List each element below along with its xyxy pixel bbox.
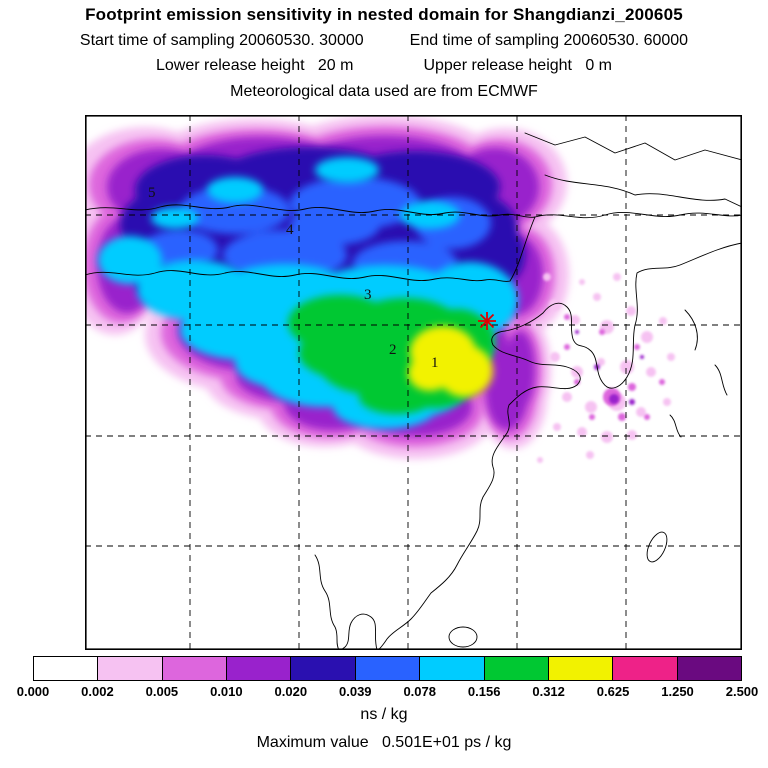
lower-release-height-label: Lower release height 20 m xyxy=(156,57,354,74)
colorbar-tick: 0.005 xyxy=(145,684,179,699)
colorbar-tick: 0.002 xyxy=(81,684,114,699)
colorbar xyxy=(33,656,742,681)
map-frame xyxy=(85,115,743,651)
colorbar-tick: 1.250 xyxy=(661,684,694,699)
cluster-label-5: 5 xyxy=(148,185,156,201)
figure-header: Footprint emission sensitivity in nested… xyxy=(0,5,768,101)
colorbar-segment-9 xyxy=(612,657,677,680)
colorbar-segment-7 xyxy=(483,657,548,680)
colorbar-segment-10 xyxy=(676,657,741,680)
colorbar-tick: 0.156 xyxy=(467,684,501,699)
cluster-label-2: 2 xyxy=(389,342,397,358)
cluster-labels: 1 2 3 4 5 xyxy=(148,185,439,371)
gridlines xyxy=(85,115,742,650)
max-value-label: Maximum value 0.501E+01 ps / kg xyxy=(256,734,512,751)
start-time-label: Start time of sampling 20060530. 30000 xyxy=(79,32,364,49)
cluster-label-1: 1 xyxy=(431,355,439,371)
colorbar-tick: 0.000 xyxy=(16,684,50,699)
colorbar-segment-2 xyxy=(161,657,227,680)
colorbar-segment-4 xyxy=(290,657,355,680)
figure-title: Footprint emission sensitivity in nested… xyxy=(85,5,683,24)
cluster-label-4: 4 xyxy=(286,222,294,238)
station-star-icon xyxy=(478,312,496,330)
colorbar-tick: 0.010 xyxy=(210,684,243,699)
end-time-label: End time of sampling 20060530. 60000 xyxy=(409,32,689,49)
upper-release-height-label: Upper release height 0 m xyxy=(423,57,612,74)
colorbar-segment-6 xyxy=(419,657,484,680)
colorbar-segment-5 xyxy=(354,657,420,680)
map-panel: 1 2 3 4 5 xyxy=(85,115,743,651)
colorbar-ticks: 0.000 0.002 0.005 0.010 0.020 0.039 0.078 0.156… xyxy=(17,684,759,700)
colorbar-tick: 2.500 xyxy=(725,684,759,699)
colorbar-tick: 0.312 xyxy=(532,684,565,699)
colorbar-tick: 0.020 xyxy=(274,684,308,699)
colorbar-units-label: ns / kg xyxy=(360,706,408,723)
speckles-pale xyxy=(537,273,675,463)
plume-layer-yellow xyxy=(408,326,493,397)
met-data-label: Meteorological data used are from ECMWF xyxy=(230,83,538,100)
colorbar-segment-0 xyxy=(34,657,98,680)
colorbar-tick: 0.078 xyxy=(403,684,436,699)
colorbar-segment-3 xyxy=(226,657,291,680)
colorbar-tick: 0.039 xyxy=(338,684,372,699)
colorbar-tick: 0.625 xyxy=(596,684,630,699)
cluster-label-3: 3 xyxy=(364,287,372,303)
coastlines xyxy=(85,132,742,650)
colorbar-segment-1 xyxy=(97,657,162,680)
sampling-times-line: Start time of sampling 20060530. 30000 E… xyxy=(0,32,768,50)
colorbar-segment-8 xyxy=(547,657,613,680)
release-heights-line: Lower release height 20 m Upper release … xyxy=(0,57,768,75)
